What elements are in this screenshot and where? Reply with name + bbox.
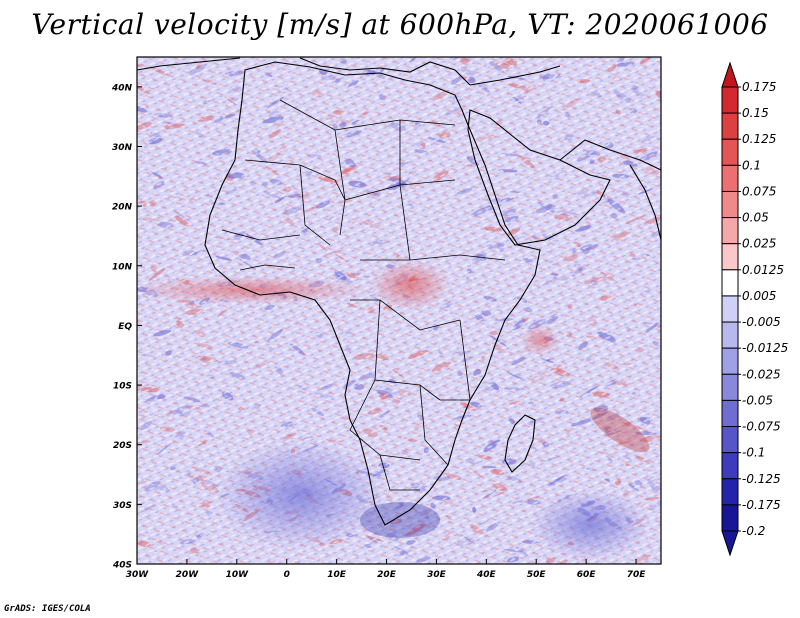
colorbar-label: 0.125: [742, 132, 776, 146]
lat-label: 20N: [112, 203, 133, 213]
colorbar-label: -0.1: [742, 446, 765, 460]
colorbar-swatch: [721, 164, 739, 192]
colorbar-bottom-arrow: [721, 530, 739, 557]
colorbar-swatch: [721, 295, 739, 323]
lon-label: 50E: [527, 570, 547, 580]
colorbar-swatch: [721, 112, 739, 140]
plot-frame: [136, 56, 662, 565]
lon-label: 0: [284, 570, 290, 580]
lat-label: 40S: [112, 561, 132, 571]
map-title: Vertical velocity [m/s] at 600hPa, VT: 2…: [31, 8, 769, 41]
colorbar-label: -0.05: [742, 393, 773, 407]
colorbar: 0.175 0.15 0.125 0.1 0.075 0.05 0.025 0.0125 0.0…: [721, 61, 788, 557]
colorbar-label: -0.175: [742, 498, 781, 512]
arabia-coastline: [467, 109, 611, 246]
lon-label: 10E: [327, 570, 347, 580]
colorbar-label: -0.025: [742, 367, 781, 381]
colorbar-label: 0.075: [742, 184, 776, 198]
latitude-axis: 40N 30N 20N 10N EQ 10S 20S 30S 40S: [111, 83, 142, 571]
colorbar-label: 0.005: [742, 289, 776, 303]
iran-coastline: [559, 139, 661, 171]
india-coastline: [629, 164, 661, 241]
lat-label: 40N: [111, 83, 133, 93]
europe-coastline: [137, 57, 561, 86]
colorbar-label: -0.075: [742, 420, 781, 434]
colorbar-swatch: [721, 399, 739, 428]
colorbar-label: -0.0125: [742, 341, 788, 355]
colorbar-label: 0.025: [742, 237, 776, 251]
lon-label: 10W: [226, 570, 250, 580]
colorbar-label: 0.175: [742, 80, 776, 94]
lat-label: 20S: [113, 441, 132, 451]
colorbar-top-arrow: [721, 61, 739, 88]
colorbar-label: -0.2: [742, 524, 765, 538]
colorbar-swatch: [721, 504, 739, 532]
colorbar-label: 0.1: [742, 158, 761, 172]
lon-label: 60E: [577, 570, 597, 580]
lon-label: 70E: [627, 570, 647, 580]
lat-label: 10N: [112, 262, 133, 272]
lat-label: EQ: [118, 322, 132, 332]
colorbar-label: -0.005: [742, 315, 781, 329]
colorbar-swatch: [721, 452, 739, 480]
madagascar-coastline: [504, 414, 536, 473]
colorbar-swatch: [721, 269, 739, 297]
lat-label: 30S: [113, 501, 132, 511]
longitude-axis: 30W 20W 10W 0 10E 20E 30E 40E 50E 60E 70E: [126, 559, 646, 580]
colorbar-swatch: [721, 321, 739, 349]
lon-label: 30W: [126, 570, 150, 580]
colorbar-swatch: [721, 243, 739, 271]
grads-credit: GrADS: IGES/COLA: [4, 604, 91, 614]
colorbar-swatch: [721, 426, 739, 454]
colorbar-label: 0.05: [742, 211, 769, 225]
colorbar-swatch: [721, 190, 739, 219]
colorbar-swatch: [721, 138, 739, 166]
colorbar-swatch: [721, 478, 739, 506]
velocity-field: [137, 57, 661, 564]
colorbar-label: 0.15: [742, 106, 769, 120]
lon-label: 20E: [377, 570, 397, 580]
lon-label: 30E: [427, 570, 447, 580]
colorbar-swatch: [721, 217, 739, 245]
lon-label: 40E: [476, 570, 497, 580]
colorbar-swatch: [721, 347, 739, 375]
colorbar-label: -0.125: [742, 472, 781, 486]
country-borders: [221, 99, 506, 491]
colorbar-swatch: [721, 373, 739, 401]
lon-label: 20W: [176, 570, 200, 580]
colorbar-label: 0.0125: [742, 263, 784, 277]
lat-label: 30N: [112, 143, 133, 153]
lat-label: 10S: [113, 382, 132, 392]
colorbar-swatch: [721, 86, 739, 114]
